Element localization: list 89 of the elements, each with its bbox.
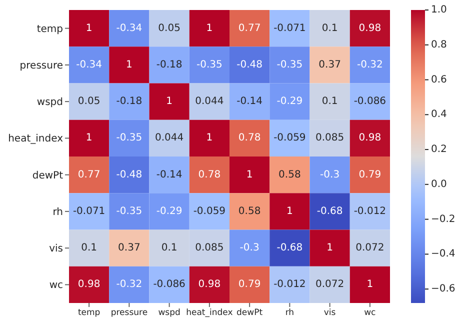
y-tick-label: heat_index (8, 134, 64, 145)
data-label: 0.05 (78, 96, 100, 108)
color-bar-label: −0.2 (431, 214, 456, 225)
data-label: 1 (286, 206, 293, 217)
color-bar-label: 1.0 (431, 4, 447, 16)
x-tick-label: dewPt (236, 308, 264, 318)
data-label: -0.059 (193, 206, 226, 217)
data-label: -0.68 (316, 206, 343, 217)
data-label: 0.77 (78, 169, 100, 180)
y-tick-label: dewPt (32, 170, 64, 182)
data-label: 0.1 (81, 242, 98, 254)
data-label: -0.071 (274, 22, 306, 34)
x-tick-label: heat_index (186, 308, 233, 318)
y-tick-label: pressure (20, 60, 63, 72)
data-label: -0.34 (76, 59, 102, 70)
data-label: -0.071 (72, 206, 106, 217)
data-label: -0.086 (354, 96, 386, 108)
data-label: -0.35 (116, 206, 142, 217)
data-label: 0.79 (358, 169, 382, 180)
color-bar-label: 0.4 (431, 109, 447, 120)
data-label: 0.37 (118, 242, 140, 254)
y-tick-label: wspd (36, 97, 63, 108)
y-tick-label: vis (49, 244, 63, 255)
data-label: -0.086 (153, 279, 186, 290)
data-label: 0.072 (356, 242, 384, 254)
data-label: -0.3 (240, 242, 260, 254)
y-tick-label: wc (49, 280, 63, 292)
data-label: 1 (206, 132, 213, 144)
data-label: 0.77 (238, 22, 261, 34)
data-label: 0.78 (198, 169, 221, 180)
data-label: 0.1 (322, 96, 338, 108)
data-label: -0.14 (156, 169, 182, 180)
data-label: -0.012 (274, 279, 306, 290)
data-label: 0.98 (78, 279, 100, 290)
data-label: 1 (166, 96, 172, 108)
data-label: -0.29 (276, 96, 303, 108)
data-label: 0.37 (318, 59, 341, 70)
data-label: 0.1 (322, 22, 338, 34)
data-label: -0.35 (116, 132, 142, 144)
data-label: 1 (126, 59, 132, 70)
color-bar-label: −0.6 (431, 284, 456, 295)
data-label: 0.98 (198, 279, 221, 290)
data-label: -0.059 (274, 132, 306, 144)
data-label: 0.98 (358, 22, 382, 34)
data-label: -0.34 (116, 22, 142, 34)
x-tick-label: rh (285, 308, 294, 318)
x-tick-label: vis (324, 308, 336, 318)
x-tick-label: temp (78, 308, 100, 318)
data-label: -0.012 (354, 206, 386, 217)
data-label: 1 (326, 242, 333, 254)
data-label: 0.1 (161, 242, 178, 254)
data-label: -0.3 (320, 169, 340, 180)
color-bar-label: 0.0 (431, 178, 447, 190)
data-label: -0.48 (116, 169, 142, 180)
color-bar-label: 0.2 (431, 144, 447, 156)
data-label: -0.18 (156, 59, 182, 70)
data-label: -0.32 (357, 59, 383, 70)
data-label: -0.35 (276, 59, 303, 70)
data-label: 0.085 (195, 242, 224, 254)
y-tick-label: rh (52, 206, 63, 218)
data-label: 0.044 (195, 96, 224, 108)
data-label: 0.05 (158, 22, 180, 34)
color-bar-label: −0.4 (431, 248, 456, 260)
data-label: 1 (366, 279, 374, 290)
data-label: -0.35 (196, 59, 222, 70)
data-label: 0.085 (315, 132, 344, 144)
data-label: -0.68 (276, 242, 303, 254)
data-label: 1 (86, 132, 92, 144)
data-label: -0.18 (116, 96, 142, 108)
data-label: -0.32 (116, 279, 142, 290)
y-tick-label: temp (36, 24, 63, 35)
color-bar-label: 0.6 (431, 74, 447, 86)
data-label: 1 (246, 169, 253, 180)
data-label: 0.98 (358, 132, 382, 144)
data-label: 0.58 (238, 206, 261, 217)
data-label: 0.072 (315, 279, 344, 290)
data-label: 1 (206, 22, 213, 34)
data-label: 0.78 (238, 132, 261, 144)
data-label: 0.58 (278, 169, 301, 180)
data-label: 0.044 (154, 132, 184, 144)
data-label: -0.48 (236, 59, 262, 70)
data-label: 0.79 (238, 279, 261, 290)
data-label: -0.29 (156, 206, 182, 217)
data-label: 1 (86, 22, 92, 34)
x-tick-label: pressure (110, 308, 148, 318)
data-label: -0.14 (236, 96, 262, 108)
x-tick-label: wspd (158, 308, 180, 318)
color-bar-label: 0.8 (431, 39, 447, 50)
x-tick-label: wc (364, 308, 376, 318)
